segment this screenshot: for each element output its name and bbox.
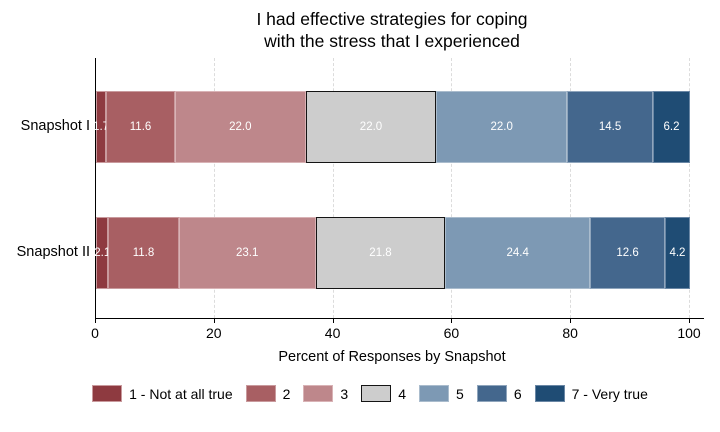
- gridline-20: [213, 58, 215, 318]
- category-label-1: Snapshot I: [20, 118, 90, 134]
- segment-value-label: 24.4: [506, 247, 529, 259]
- segment-value-label: 6.2: [663, 121, 680, 133]
- legend-label-5: 5: [456, 385, 464, 402]
- legend-swatch-1: [92, 385, 123, 402]
- segment-3: 23.1: [178, 217, 316, 289]
- chart-title-line-1: I had effective strategies for coping: [256, 9, 528, 29]
- segment-7: 4.2: [665, 217, 690, 289]
- x-tick-0: [95, 318, 96, 323]
- x-tick-20: [213, 318, 215, 323]
- bar-snapshot-ii: 2.1 11.8 23.1 21.8 24.4 12.6 4.2: [94, 217, 690, 289]
- gridline-100: [689, 58, 690, 318]
- x-tick-label-0: 0: [91, 325, 99, 341]
- segment-6: 12.6: [590, 217, 665, 289]
- gridline-60: [451, 58, 453, 318]
- legend-entry-3: 3: [303, 385, 348, 402]
- segment-1: 2.1: [94, 217, 111, 289]
- gridline-40: [332, 58, 334, 318]
- segment-6: 14.5: [567, 91, 654, 163]
- segment-5: 22.0: [436, 91, 567, 163]
- plot-area: 1.7 11.6 22.0 22.0 22.0 14.5 6.2 2.1 11.8 23.1 21.…: [93, 58, 690, 318]
- segment-value-label: 11.6: [129, 121, 152, 133]
- legend-entry-5: 5: [419, 385, 464, 402]
- bar-snapshot-i: 1.7 11.6 22.0 22.0 22.0 14.5 6.2: [93, 91, 690, 163]
- legend-label-1: 1 - Not at all true: [129, 385, 233, 402]
- segment-value-label: 11.8: [132, 247, 155, 259]
- segment-value-label: 22.0: [490, 121, 513, 133]
- legend-swatch-4: [361, 385, 392, 402]
- segment-value-label: 1.7: [93, 121, 110, 133]
- segment-7: 6.2: [653, 91, 690, 163]
- segment-value-label: 22.0: [359, 121, 383, 133]
- gridline-80: [570, 58, 572, 318]
- segment-value-label: 12.6: [616, 247, 639, 259]
- segment-3: 22.0: [174, 91, 306, 163]
- chart-title-line-2: with the stress that I experienced: [264, 30, 520, 51]
- segment-4: 21.8: [315, 217, 446, 289]
- category-label-2: Snapshot II: [16, 244, 90, 260]
- x-tick-100: [689, 318, 690, 323]
- x-axis-line: [95, 318, 704, 319]
- x-tick-label-60: 60: [443, 325, 460, 341]
- legend-label-3: 3: [340, 385, 349, 402]
- legend-label-7: 7 - Very true: [571, 385, 648, 402]
- segment-value-label: 4.2: [669, 247, 686, 259]
- legend-entry-1: 1 - Not at all true: [92, 385, 233, 402]
- segment-value-label: 21.8: [369, 247, 392, 259]
- legend-entry-6: 6: [476, 385, 522, 402]
- segment-4: 22.0: [305, 91, 437, 163]
- legend-swatch-5: [419, 385, 450, 402]
- legend-swatch-7: [534, 385, 565, 402]
- legend-swatch-6: [476, 385, 507, 402]
- chart-title: I had effective strategies for coping wi…: [95, 9, 689, 52]
- x-tick-label-20: 20: [206, 325, 222, 341]
- x-tick-80: [570, 318, 572, 323]
- segment-value-label: 23.1: [235, 247, 259, 259]
- segment-2: 11.8: [108, 217, 179, 289]
- x-tick-label-100: 100: [677, 325, 701, 341]
- x-tick-label-80: 80: [562, 325, 578, 341]
- legend-label-6: 6: [513, 385, 522, 402]
- segment-1: 1.7: [93, 91, 110, 163]
- legend-entry-7: 7 - Very true: [534, 385, 648, 402]
- x-tick-label-40: 40: [324, 325, 341, 341]
- segment-value-label: 22.0: [229, 121, 252, 133]
- segment-5: 24.4: [445, 217, 591, 289]
- x-tick-60: [451, 318, 453, 323]
- x-axis-label: Percent of Responses by Snapshot: [278, 349, 506, 365]
- legend-swatch-3: [303, 385, 334, 402]
- segment-2: 11.6: [106, 91, 175, 163]
- legend-entry-2: 2: [245, 385, 291, 402]
- legend: 1 - Not at all true 2 3 4 5 6 7 - Very true: [0, 385, 720, 402]
- legend-swatch-2: [245, 385, 276, 402]
- legend-label-2: 2: [282, 385, 291, 402]
- segment-value-label: 14.5: [598, 121, 622, 133]
- legend-label-4: 4: [398, 385, 407, 402]
- legend-entry-4: 4: [361, 385, 406, 402]
- segment-value-label: 2.1: [94, 247, 111, 259]
- x-tick-40: [332, 318, 334, 323]
